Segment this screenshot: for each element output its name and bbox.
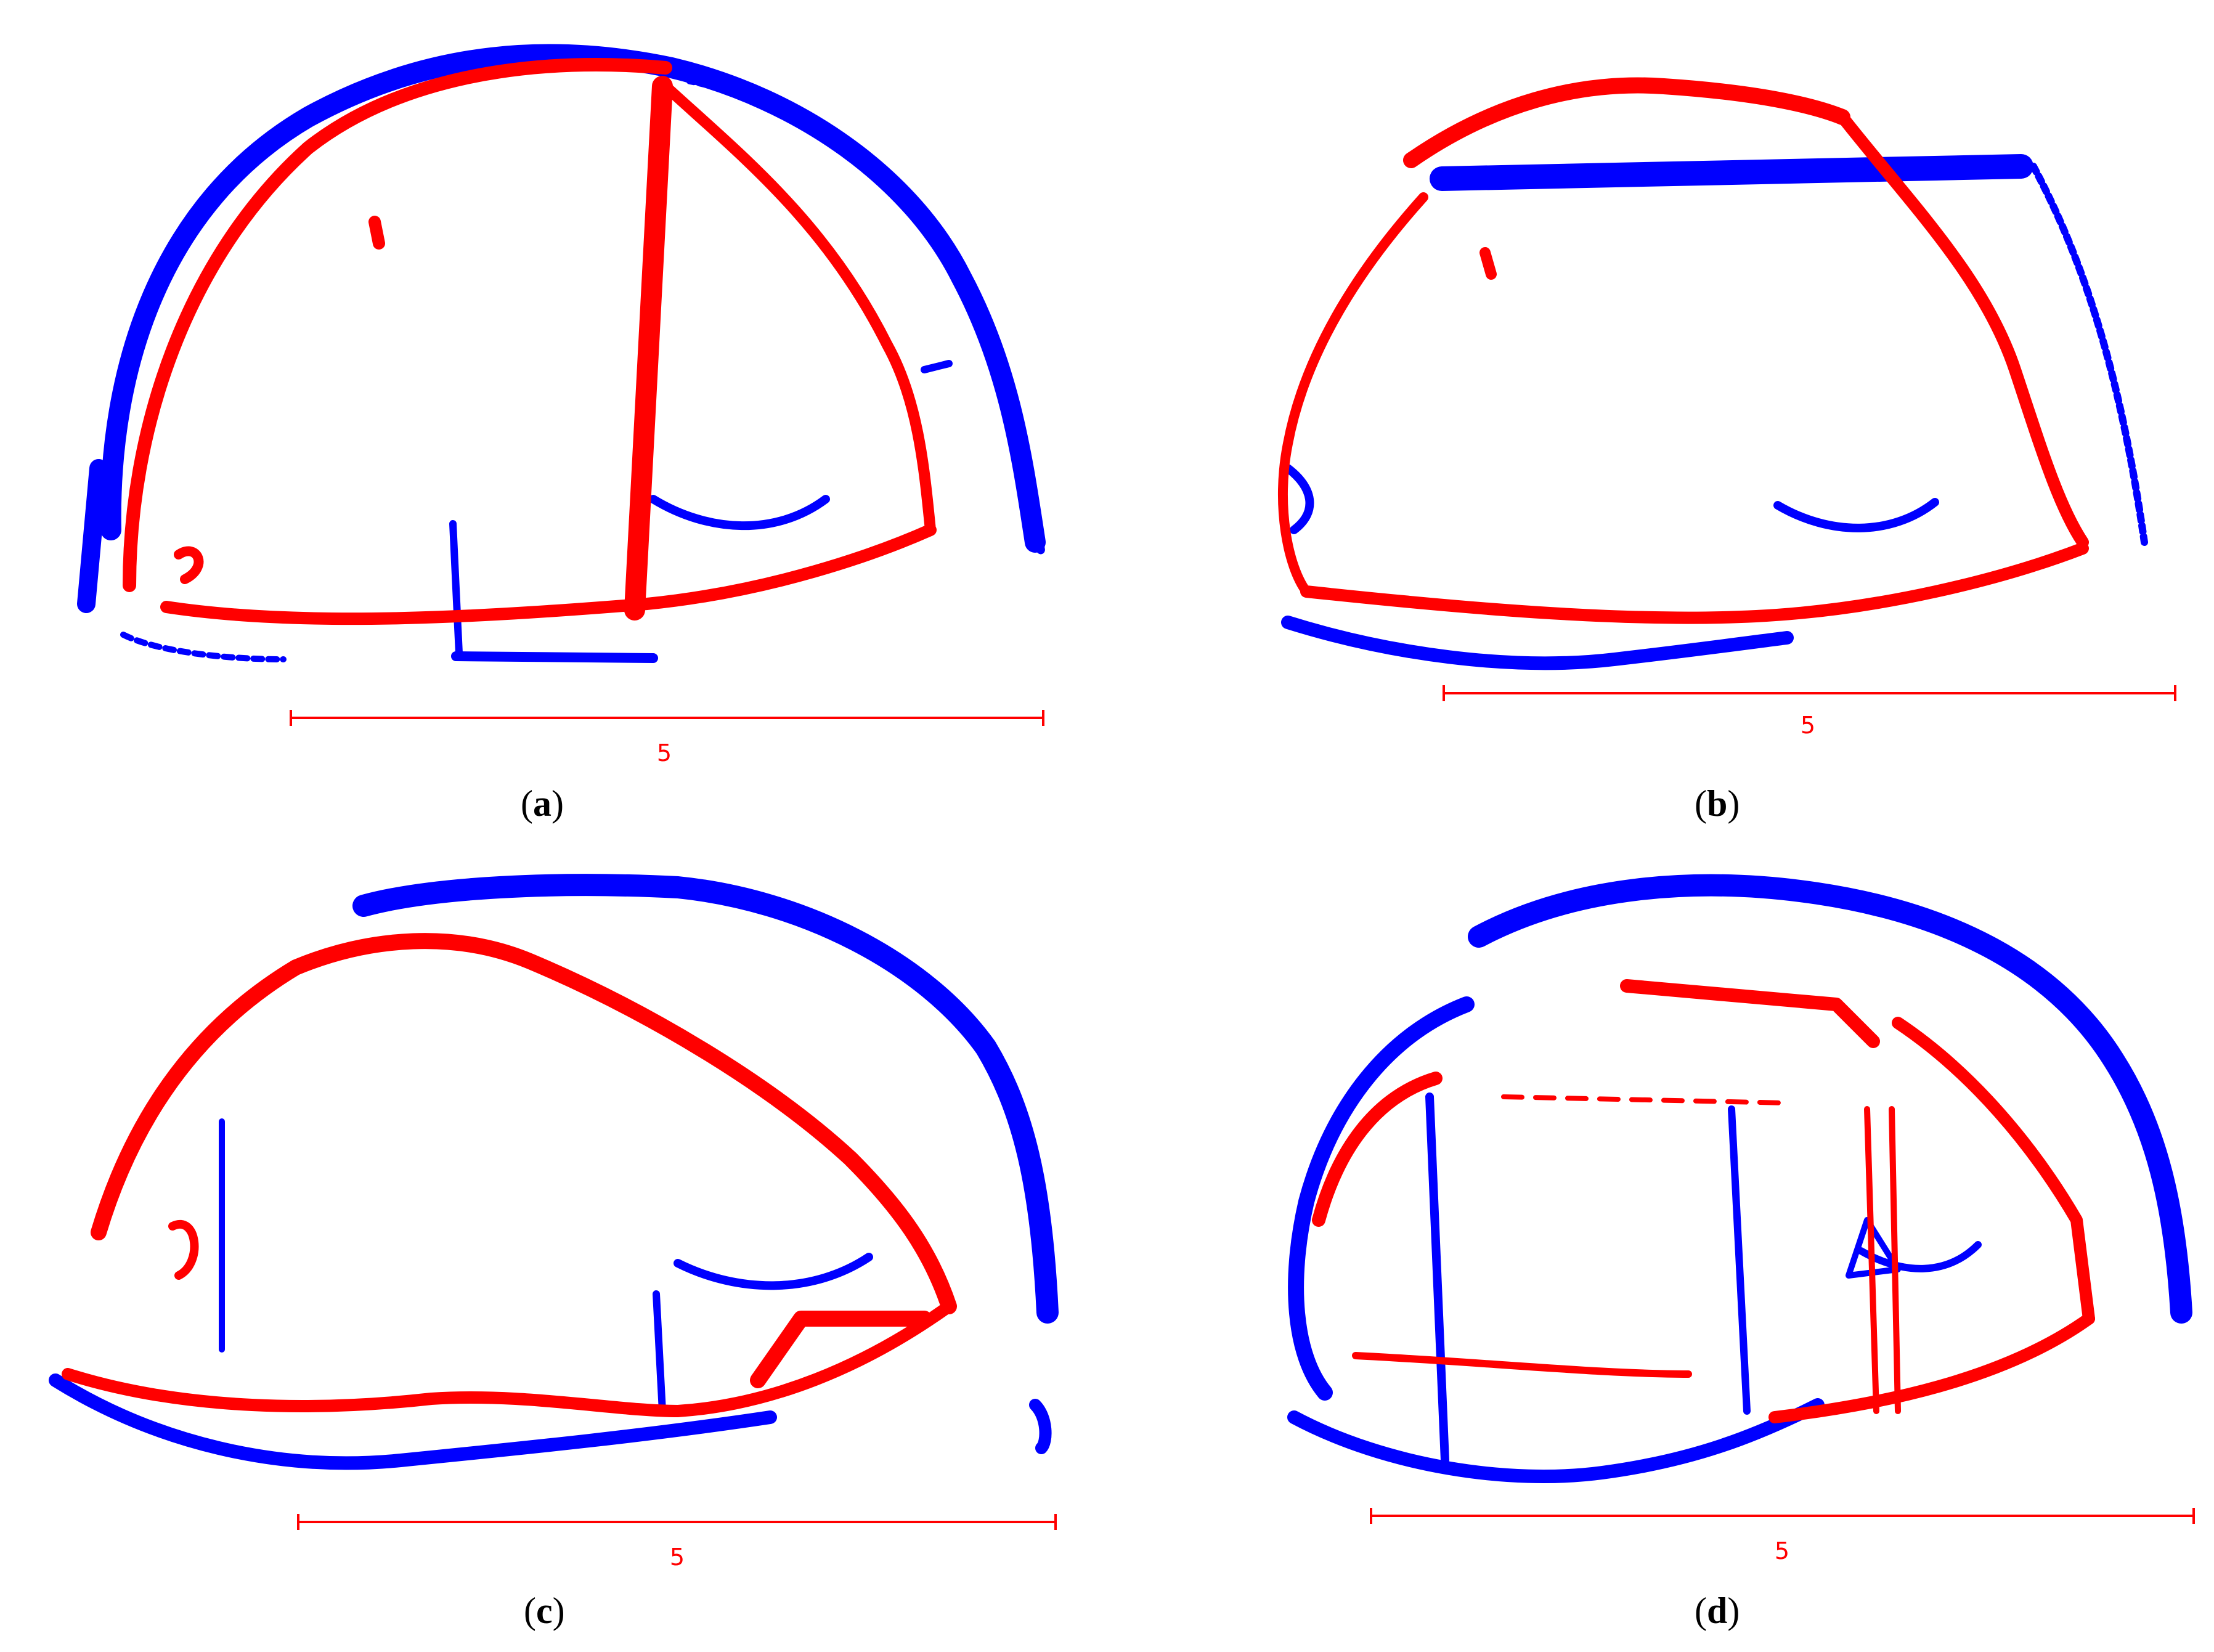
panel-b-red-blob: [1479, 247, 1497, 280]
panel-c-scale-label: 5: [670, 1544, 685, 1571]
panel-c-red-floor: [62, 1300, 955, 1417]
panel-c-blue-floor: [49, 1373, 777, 1470]
panel-d-caption: (d): [1695, 1590, 1740, 1631]
panel-c-blue-right-blob: [1029, 1399, 1052, 1454]
panel-b-caption-letter: b: [1706, 783, 1728, 824]
panel-b-caption: (b): [1695, 783, 1740, 824]
panel-a-blue-pole: [449, 520, 463, 657]
panel-d-scale-label: 5: [1775, 1537, 1789, 1565]
panel-a: 5: [77, 44, 1046, 767]
panel-d-scale-bar: 5: [1370, 1508, 2195, 1565]
panel-c-blue-pole: [653, 1290, 666, 1415]
panel-a-blue-left-wall: [77, 459, 108, 613]
panel-b-red-floor: [1300, 542, 2089, 624]
panel-a-red-right-wall: [660, 81, 936, 535]
panel-b-red-left-wall: [1278, 192, 1428, 596]
panel-a-blue-right-stub: [921, 360, 953, 373]
panel-b-scale-bar: 5: [1443, 685, 2176, 739]
panel-d-blue-floor: [1287, 1398, 1825, 1483]
panel-c-red-left-blobs: [168, 1220, 199, 1280]
panel-c-caption-letter: c: [535, 1590, 553, 1631]
panel-d: 5: [1287, 874, 2195, 1565]
panel-a-red-blob-2: [174, 546, 204, 584]
panel-b-blue-left-blobs: [1284, 464, 1314, 534]
panel-a-caption: (a): [521, 783, 564, 824]
panel-a-blue-arch: [100, 44, 1046, 553]
panel-b-blue-right-wall: [2030, 163, 2148, 546]
panel-a-caption-letter: a: [532, 783, 551, 824]
panel-a-scale-bar: 5: [290, 710, 1044, 767]
panel-d-red-posts: [1864, 1106, 1901, 1414]
panel-d-blue-scan: [1287, 874, 2192, 1483]
panel-d-red-top: [1620, 979, 1880, 1048]
panel-d-red-mid-floor: [1352, 1352, 1692, 1378]
panel-d-red-scan: [1312, 979, 2095, 1423]
panel-d-blue-arch: [1468, 874, 2192, 1324]
panel-c-red-right-patch: [750, 1311, 932, 1388]
panel-b: 5: [1278, 77, 2176, 739]
panel-a-blue-floor: [451, 651, 658, 663]
panel-b-blue-scan: [1281, 154, 2148, 670]
panel-b-blue-floor: [1281, 616, 1794, 670]
panel-b-red-scan: [1278, 77, 2089, 624]
panel-d-blue-post-mid: [1728, 1105, 1751, 1415]
panel-c-blue-scan: [49, 874, 1059, 1470]
panel-c-red-arch: [91, 933, 957, 1314]
panel-a-blue-outer-arch: [686, 76, 1046, 559]
panel-a-blue-dish: [649, 495, 830, 531]
panel-a-red-pillar: [624, 76, 673, 621]
panel-b-red-top: [1403, 77, 1850, 168]
panel-b-blue-dish: [1773, 498, 1939, 532]
panel-c: 5: [49, 874, 1059, 1571]
panel-d-red-upper-dashes: [1501, 1094, 1789, 1105]
panel-d-red-floor: [1768, 1312, 2095, 1423]
panel-a-scale-label: 5: [657, 739, 672, 767]
panel-a-red-floor: [160, 524, 937, 625]
panel-d-red-left: [1312, 1072, 1443, 1227]
panel-a-red-scan: [123, 58, 937, 625]
panel-c-blue-arch: [352, 874, 1059, 1324]
panel-c-caption: (c): [524, 1590, 565, 1631]
panel-a-blue-bottom-left: [120, 632, 287, 662]
panel-d-blue-left-wall: [1288, 996, 1475, 1401]
panel-b-scale-label: 5: [1801, 712, 1815, 739]
panel-c-red-scan: [62, 933, 957, 1417]
panel-d-blue-dish: [1857, 1241, 1982, 1272]
panel-d-red-right-wall: [1892, 1017, 2095, 1325]
panel-b-blue-ceiling: [1430, 154, 2033, 191]
panel-d-caption-letter: d: [1706, 1590, 1728, 1631]
panel-c-scale-bar: 5: [297, 1514, 1057, 1571]
panel-a-red-arch: [123, 58, 672, 592]
panel-b-red-right-wall: [1836, 111, 2089, 548]
panel-c-blue-dish: [674, 1253, 873, 1290]
panel-a-red-blob-1: [368, 216, 385, 250]
panel-d-blue-post-left: [1425, 1093, 1449, 1465]
